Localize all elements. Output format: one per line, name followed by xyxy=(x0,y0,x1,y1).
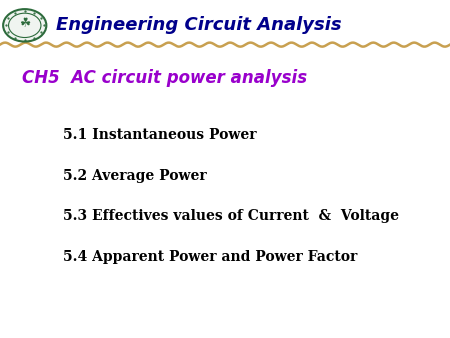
Text: CH5  AC circuit power analysis: CH5 AC circuit power analysis xyxy=(22,69,308,87)
Text: 5.2 Average Power: 5.2 Average Power xyxy=(63,169,207,183)
Text: ☘: ☘ xyxy=(19,17,31,30)
Text: 5.1 Instantaneous Power: 5.1 Instantaneous Power xyxy=(63,128,256,142)
Text: 5.4 Apparent Power and Power Factor: 5.4 Apparent Power and Power Factor xyxy=(63,250,357,264)
Text: Engineering Circuit Analysis: Engineering Circuit Analysis xyxy=(56,16,342,34)
Text: 5.3 Effectives values of Current  &  Voltage: 5.3 Effectives values of Current & Volta… xyxy=(63,209,399,223)
Circle shape xyxy=(3,9,46,42)
